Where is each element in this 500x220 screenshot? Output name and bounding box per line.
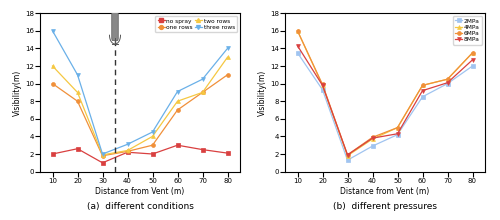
2MPa: [420, 95, 426, 98]
FancyBboxPatch shape: [112, 11, 118, 40]
4MPa: [370, 138, 376, 140]
4MPa: [344, 154, 350, 157]
2MPa: [444, 82, 450, 85]
6MPa: [394, 126, 400, 129]
4MPa: [444, 78, 450, 81]
8MPa: [394, 132, 400, 135]
6MPa: [344, 154, 350, 156]
2MPa: [370, 145, 376, 147]
2MPa: [320, 88, 326, 91]
8MPa: [470, 59, 476, 61]
8MPa: [420, 89, 426, 92]
Text: (a)  different conditions: (a) different conditions: [86, 202, 194, 211]
2MPa: [394, 133, 400, 136]
6MPa: [470, 51, 476, 54]
2MPa: [294, 51, 300, 54]
X-axis label: Distance from Vent (m): Distance from Vent (m): [96, 187, 184, 196]
6MPa: [444, 78, 450, 81]
6MPa: [370, 136, 376, 139]
Line: 6MPa: 6MPa: [296, 29, 474, 157]
Line: 4MPa: 4MPa: [296, 29, 474, 158]
Y-axis label: Visibility(m): Visibility(m): [13, 69, 22, 116]
8MPa: [294, 44, 300, 47]
4MPa: [294, 29, 300, 32]
8MPa: [370, 137, 376, 139]
8MPa: [344, 154, 350, 156]
4MPa: [470, 51, 476, 54]
2MPa: [344, 159, 350, 161]
Legend: no spray, one rows, two rows, three rows: no spray, one rows, two rows, three rows: [156, 16, 237, 32]
6MPa: [420, 84, 426, 87]
8MPa: [444, 81, 450, 84]
4MPa: [320, 84, 326, 87]
Y-axis label: Visibility(m): Visibility(m): [258, 69, 267, 116]
8MPa: [320, 84, 326, 87]
X-axis label: Distance from Vent (m): Distance from Vent (m): [340, 187, 430, 196]
Line: 2MPa: 2MPa: [296, 51, 474, 162]
Line: 8MPa: 8MPa: [296, 44, 474, 157]
Legend: 2MPa, 4MPa, 6MPa, 8MPa: 2MPa, 4MPa, 6MPa, 8MPa: [453, 16, 482, 45]
4MPa: [420, 84, 426, 87]
6MPa: [320, 83, 326, 86]
Text: (b)  different pressures: (b) different pressures: [333, 202, 437, 211]
6MPa: [294, 29, 300, 32]
2MPa: [470, 65, 476, 67]
4MPa: [394, 126, 400, 129]
